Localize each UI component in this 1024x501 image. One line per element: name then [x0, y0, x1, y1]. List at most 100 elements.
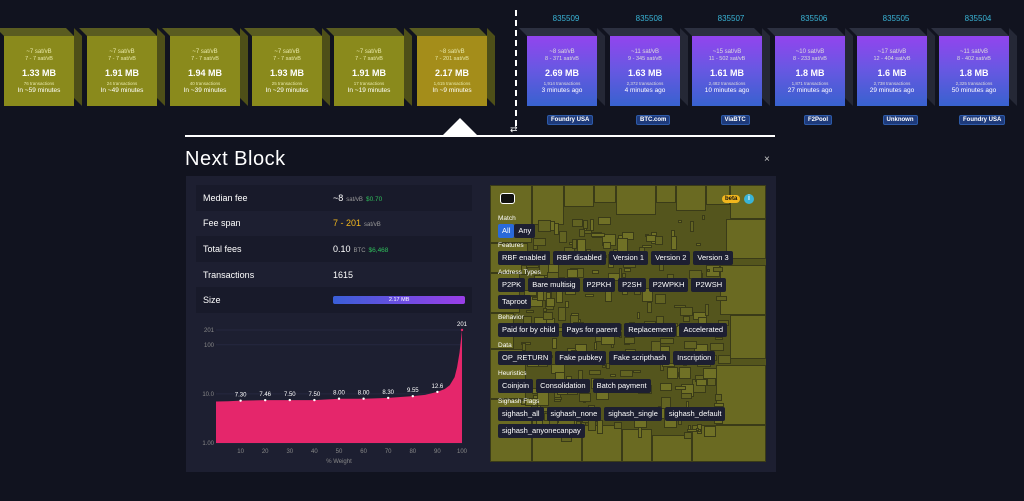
treemap-transaction[interactable]: [703, 367, 718, 379]
treemap-transaction[interactable]: [564, 300, 569, 308]
mempool-block[interactable]: ~8 sat/vB 7 - 201 sat/vB 2.17 MB 1,615 tran…: [409, 28, 495, 106]
filter-tag[interactable]: Fake scripthash: [609, 351, 671, 365]
treemap-transaction[interactable]: [667, 367, 679, 380]
filter-tag[interactable]: Taproot: [498, 295, 532, 309]
treemap-transaction[interactable]: [660, 383, 673, 392]
treemap-transaction[interactable]: [714, 337, 723, 341]
match-any-toggle[interactable]: Any: [514, 224, 536, 238]
treemap-transaction[interactable]: [524, 264, 539, 268]
filter-tag[interactable]: sighash_anyonecanpay: [498, 424, 585, 438]
treemap-transaction[interactable]: [589, 369, 602, 375]
treemap-transaction[interactable]: [610, 374, 617, 378]
treemap-transaction[interactable]: [641, 288, 653, 303]
mined-block[interactable]: ~11 sat/vB 9 - 345 sat/vB 1.63 MB 2,372 tra…: [602, 28, 688, 106]
treemap-transaction[interactable]: [557, 307, 566, 322]
block-height-link[interactable]: 835504: [964, 14, 992, 23]
treemap-transaction[interactable]: [726, 219, 766, 259]
filter-tag[interactable]: OP_RETURN: [498, 351, 553, 365]
treemap-transaction[interactable]: [674, 386, 686, 390]
filter-tag[interactable]: P2WSH: [691, 278, 727, 292]
info-icon[interactable]: i: [744, 194, 754, 204]
treemap-transaction[interactable]: [616, 237, 628, 252]
filter-tag[interactable]: Version 3: [693, 251, 733, 265]
treemap-transaction[interactable]: [654, 294, 666, 305]
close-icon[interactable]: ×: [764, 154, 770, 165]
treemap-transaction[interactable]: [551, 338, 557, 350]
filter-tag[interactable]: Inscription: [673, 351, 716, 365]
treemap-transaction[interactable]: [674, 305, 687, 309]
treemap-transaction[interactable]: [730, 315, 766, 359]
mining-pool-badge[interactable]: Foundry USA: [959, 115, 1006, 125]
block-height-link[interactable]: 835506: [800, 14, 828, 23]
treemap-transaction[interactable]: [606, 362, 611, 369]
treemap-transaction[interactable]: [678, 220, 683, 224]
treemap-transaction[interactable]: [603, 242, 612, 250]
treemap-transaction[interactable]: [695, 428, 699, 432]
treemap-transaction[interactable]: [683, 316, 691, 323]
mining-pool-badge[interactable]: ViaBTC: [720, 115, 750, 125]
treemap-transaction[interactable]: [652, 435, 692, 462]
filter-tag[interactable]: sighash_all: [498, 407, 544, 421]
treemap-transaction[interactable]: [632, 370, 641, 374]
treemap-transaction[interactable]: [616, 185, 656, 215]
treemap-transaction[interactable]: [582, 219, 588, 229]
treemap-transaction[interactable]: [676, 185, 706, 211]
treemap-transaction[interactable]: [593, 341, 597, 350]
mempool-block[interactable]: ~7 sat/vB 7 - 7 sat/vB 1.33 MB 76 transacti…: [0, 28, 82, 106]
treemap-transaction[interactable]: [566, 269, 578, 279]
treemap-transaction[interactable]: [592, 270, 600, 275]
treemap-transaction[interactable]: [707, 269, 711, 273]
treemap-transaction[interactable]: [596, 420, 603, 435]
block-height-link[interactable]: 835507: [717, 14, 745, 23]
block-height-link[interactable]: 835508: [635, 14, 663, 23]
filter-tag[interactable]: P2PKH: [582, 278, 616, 292]
goggles-icon[interactable]: [500, 193, 515, 204]
mining-pool-badge[interactable]: Unknown: [882, 115, 918, 125]
treemap-transaction[interactable]: [578, 229, 585, 238]
treemap-transaction[interactable]: [584, 293, 594, 297]
treemap-transaction[interactable]: [553, 397, 562, 401]
block-height-link[interactable]: 835505: [882, 14, 910, 23]
block-height-link[interactable]: 835509: [552, 14, 580, 23]
treemap-transaction[interactable]: [524, 397, 538, 406]
mined-block[interactable]: ~10 sat/vB 8 - 233 sat/vB 1.8 MB 1,871 tran…: [767, 28, 853, 106]
treemap-transaction[interactable]: [622, 272, 627, 278]
treemap-transaction[interactable]: [571, 239, 577, 250]
filter-tag[interactable]: P2SH: [618, 278, 646, 292]
filter-tag[interactable]: RBF enabled: [498, 251, 550, 265]
treemap-transaction[interactable]: [696, 379, 708, 387]
filter-tag[interactable]: sighash_default: [664, 407, 726, 421]
filter-tag[interactable]: Version 1: [608, 251, 649, 265]
mempool-block[interactable]: ~7 sat/vB 7 - 7 sat/vB 1.91 MB 24 transacti…: [79, 28, 165, 106]
filter-tag[interactable]: P2WPKH: [648, 278, 689, 292]
treemap-transaction[interactable]: [622, 231, 635, 240]
mining-pool-badge[interactable]: BTC.com: [636, 115, 671, 125]
treemap-transaction[interactable]: [683, 432, 692, 440]
treemap-transaction[interactable]: [681, 393, 693, 400]
mempool-block[interactable]: ~7 sat/vB 7 - 7 sat/vB 1.93 MB 25 transacti…: [244, 28, 330, 106]
treemap-transaction[interactable]: [533, 237, 547, 246]
filter-tag[interactable]: Fake pubkey: [555, 351, 607, 365]
treemap-transaction[interactable]: [613, 422, 622, 430]
treemap-transaction[interactable]: [671, 236, 678, 251]
filter-tag[interactable]: Batch payment: [592, 379, 651, 393]
treemap-transaction[interactable]: [543, 307, 548, 312]
treemap-transaction[interactable]: [546, 297, 556, 307]
filter-tag[interactable]: Replacement: [624, 323, 677, 337]
treemap-transaction[interactable]: [703, 425, 716, 437]
treemap-transaction[interactable]: [597, 216, 611, 225]
filter-tag[interactable]: P2PK: [498, 278, 526, 292]
filter-tag[interactable]: Accelerated: [679, 323, 728, 337]
filter-tag[interactable]: Coinjoin: [498, 379, 534, 393]
treemap-transaction[interactable]: [686, 429, 701, 433]
treemap-transaction[interactable]: [520, 265, 527, 276]
treemap-transaction[interactable]: [656, 185, 676, 203]
filter-tag[interactable]: sighash_none: [546, 407, 602, 421]
treemap-transaction[interactable]: [655, 235, 664, 245]
treemap-transaction[interactable]: [543, 311, 554, 320]
mining-pool-badge[interactable]: Foundry USA: [547, 115, 594, 125]
treemap-transaction[interactable]: [702, 215, 706, 221]
mined-block[interactable]: ~11 sat/vB 8 - 402 sat/vB 1.8 MB 2,325 tran…: [931, 28, 1017, 106]
treemap-transaction[interactable]: [679, 367, 692, 380]
treemap-transaction[interactable]: [572, 219, 584, 228]
